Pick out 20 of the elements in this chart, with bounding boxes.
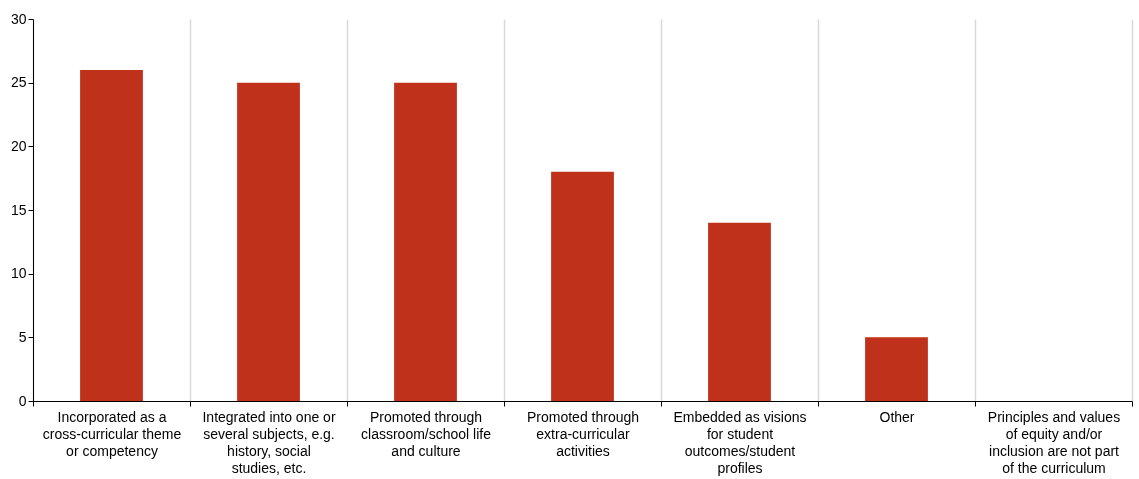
- bar: [865, 337, 928, 401]
- x-tick-label: Promoted through extra-curricular activities: [526, 408, 640, 459]
- x-tick-label: Incorporated as a cross-curricular theme or competency: [42, 408, 182, 459]
- x-tick-label: Integrated into one or several subjects, e.g. history, social studies, etc.: [202, 408, 336, 476]
- y-tick-label: 30: [10, 10, 27, 27]
- bar: [80, 69, 143, 401]
- x-tick-label: Other: [879, 408, 915, 425]
- bar: [237, 82, 300, 401]
- y-tick-label: 5: [18, 328, 27, 345]
- bar: [394, 82, 457, 401]
- y-tick-label: 15: [10, 201, 27, 218]
- y-tick-label: 25: [10, 74, 27, 91]
- x-tick-label: Embedded as visions for student outcomes/student profiles: [673, 408, 807, 476]
- x-tick-label: Principles and values of equity and/or inclusion are not part of the curriculum: [987, 408, 1121, 476]
- x-tick-label: Promoted through classroom/school life and culture: [361, 408, 492, 459]
- y-tick-label: 20: [10, 137, 27, 154]
- y-tick-label: 0: [18, 392, 27, 409]
- bar: [551, 171, 614, 401]
- y-tick-label: 10: [10, 265, 27, 282]
- bar: [708, 222, 771, 401]
